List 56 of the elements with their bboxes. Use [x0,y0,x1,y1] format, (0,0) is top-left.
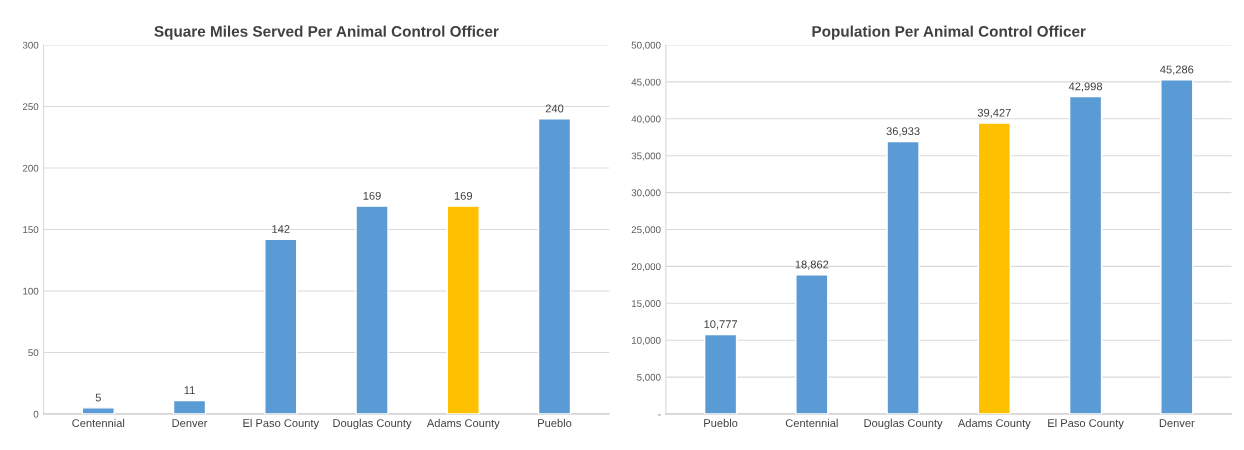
data-label: 5 [95,393,101,402]
bar [1068,95,1103,414]
y-tick-label: - [658,414,661,416]
x-tick-label: Pueblo [704,418,738,428]
data-label: 39,427 [977,108,1011,118]
bar [81,407,115,414]
x-tick-label: Pueblo [538,418,572,428]
bar [795,274,829,414]
y-tick-label: 200 [22,164,39,172]
bar [355,205,389,414]
x-tick-label: Denver [1159,419,1195,428]
y-tick-label: 50,000 [631,41,661,50]
y-tick-label: 40,000 [631,115,661,124]
x-tick-label: Douglas County [333,418,412,430]
y-tick-label: 30,000 [631,189,661,198]
data-label: 169 [363,191,381,200]
x-tick-label: Centennial [785,418,838,428]
bar [977,122,1011,414]
y-tick-label: 25,000 [631,226,661,235]
y-tick-label: 45,000 [631,78,661,87]
data-label: 45,286 [1160,65,1194,75]
y-tick-label: 250 [22,103,39,111]
y-tick-label: 10,000 [631,336,661,345]
y-tick-label: 50 [28,349,39,357]
x-tick-label: El Paso County [1048,418,1124,430]
data-label: 11 [184,386,195,394]
bar [886,140,920,414]
bar [264,238,298,414]
y-tick-label: 15,000 [631,300,661,309]
data-label: 10,777 [704,320,738,330]
data-label: 42,998 [1068,82,1103,92]
bar [703,333,738,414]
x-tick-label: Adams County [957,418,1031,430]
bar [1160,79,1194,414]
data-label: 142 [272,225,290,233]
bar [537,118,572,414]
x-tick-label: Centennial [72,418,125,428]
chart-title: Population Per Animal Control Officer [812,25,1086,40]
y-tick-label: 5,000 [637,373,661,382]
x-tick-label: Adams County [426,418,500,430]
x-tick-label: Douglas County [864,418,943,430]
x-tick-label: Denver [172,419,208,428]
data-label: 240 [545,104,564,113]
chart-title: Square Miles Served Per Animal Control Officer [154,25,499,40]
bar [172,399,207,414]
y-tick-label: 150 [23,226,39,234]
y-tick-label: 20,000 [631,263,661,272]
x-tick-label: El Paso County [243,418,320,430]
data-label: 169 [454,191,473,200]
y-tick-label: 35,000 [631,152,661,161]
y-tick-label: 100 [23,287,39,295]
data-label: 36,933 [886,127,920,137]
y-tick-label: 300 [22,41,39,49]
bar [446,205,480,414]
data-label: 18,862 [795,260,829,270]
y-tick-label: 0 [33,410,39,418]
